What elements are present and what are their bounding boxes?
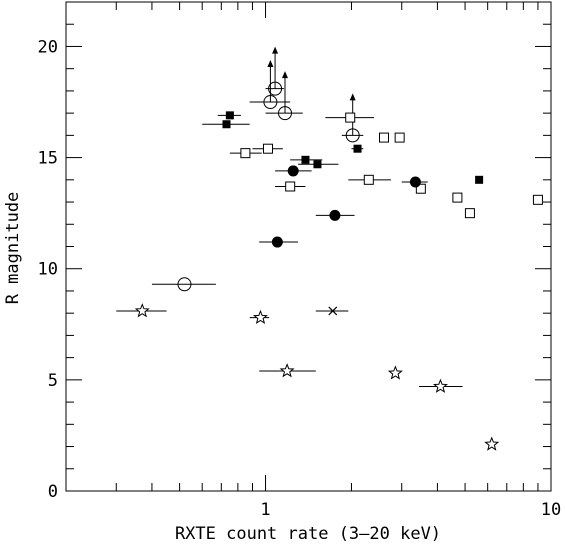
- filled-square-marker: [222, 120, 231, 129]
- y-axis-label: R magnitude: [3, 192, 23, 305]
- open-square-marker: [452, 192, 463, 203]
- y-tick-label: 15: [38, 149, 58, 169]
- upper-limit-arrowhead: [281, 71, 288, 79]
- x-axis-label: RXTE count rate (3–20 keV): [175, 524, 441, 544]
- open-circle-marker: [345, 128, 360, 143]
- axis-ticks: [65, 1, 552, 492]
- y-tick-label: 5: [48, 371, 58, 391]
- filled-circle-marker: [287, 165, 299, 177]
- filled-circle-marker: [329, 209, 341, 221]
- open-circle-marker: [268, 81, 283, 96]
- filled-circle-marker: [409, 176, 421, 188]
- open-square-marker: [532, 194, 543, 205]
- open-square-marker: [285, 181, 296, 192]
- upper-limit-arrowhead: [272, 46, 279, 54]
- y-tick-label: 20: [38, 37, 58, 57]
- open-circle-marker: [277, 106, 292, 121]
- open-star-marker: [432, 378, 448, 393]
- filled-square-marker: [301, 155, 310, 164]
- x-tick-label: 1: [260, 500, 270, 520]
- open-star-marker: [484, 436, 500, 451]
- tick-labels: 1 10 0 5 10 15 20: [38, 37, 562, 520]
- x-tick-label: 10: [541, 500, 561, 520]
- open-star-marker: [387, 365, 403, 380]
- y-tick-label: 10: [38, 260, 58, 280]
- open-star-marker: [252, 309, 268, 325]
- open-star-marker: [134, 303, 150, 318]
- open-square-marker: [394, 132, 405, 143]
- error-bars: [116, 88, 463, 388]
- open-square-marker: [345, 112, 356, 123]
- upper-limit-arrowhead: [267, 60, 274, 68]
- open-square-marker: [363, 174, 374, 185]
- open-square-marker: [464, 208, 475, 219]
- open-square-marker: [378, 132, 389, 143]
- filled-square-marker: [225, 111, 234, 120]
- filled-square-marker: [475, 175, 484, 184]
- filled-square-marker: [313, 160, 322, 169]
- y-tick-label: 0: [48, 482, 58, 502]
- open-star-marker: [279, 363, 295, 378]
- open-circle-marker: [263, 95, 278, 110]
- upper-limit-arrowhead: [349, 93, 356, 101]
- filled-circle-marker: [271, 236, 283, 248]
- data-markers: [134, 81, 543, 451]
- cross-marker: [328, 306, 338, 316]
- open-square-marker: [262, 143, 273, 154]
- filled-square-marker: [353, 144, 362, 153]
- open-square-marker: [240, 148, 251, 159]
- plot-frame: [65, 1, 552, 492]
- open-circle-marker: [177, 277, 192, 292]
- open-square-marker: [415, 183, 426, 194]
